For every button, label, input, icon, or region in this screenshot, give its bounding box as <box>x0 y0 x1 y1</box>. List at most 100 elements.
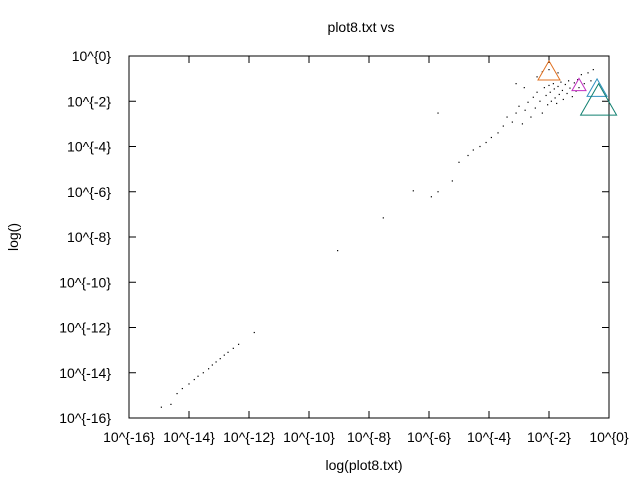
data-point <box>567 80 570 82</box>
data-point <box>541 112 543 114</box>
chart-title: plot8.txt vs <box>328 19 395 35</box>
data-points <box>160 69 594 408</box>
data-point <box>527 101 529 103</box>
plot-frame <box>128 55 610 419</box>
data-point <box>577 79 579 81</box>
data-point <box>578 87 580 89</box>
y-tick-label: 10^{-10} <box>59 274 111 290</box>
data-point <box>451 180 453 182</box>
data-point <box>569 87 571 89</box>
x-tick-label: 10^{-6} <box>407 429 451 445</box>
data-point <box>524 109 526 111</box>
data-point <box>193 378 195 381</box>
data-point <box>573 82 575 84</box>
data-point <box>223 354 225 356</box>
x-tick-label: 10^{-8} <box>347 429 391 445</box>
data-point <box>553 88 555 90</box>
data-point <box>543 87 545 89</box>
data-point <box>437 191 439 193</box>
data-point <box>548 69 550 71</box>
data-point <box>458 161 460 163</box>
y-tick-label: 10^{-16} <box>59 410 111 426</box>
data-point <box>534 107 536 109</box>
data-point <box>219 358 221 360</box>
data-point <box>227 351 229 353</box>
data-point <box>215 361 217 363</box>
data-point <box>557 72 559 74</box>
data-point <box>502 125 504 127</box>
data-point <box>521 123 524 125</box>
data-point <box>188 383 190 385</box>
triangle-marker <box>537 59 561 81</box>
data-point <box>575 90 577 92</box>
y-tick-label: 10^{-12} <box>59 320 111 336</box>
y-tick-label: 10^{0} <box>72 48 112 64</box>
data-point <box>523 87 525 89</box>
data-point <box>485 141 487 144</box>
data-point <box>557 85 559 88</box>
data-point <box>207 368 210 370</box>
data-point <box>566 92 568 95</box>
data-point <box>337 250 339 252</box>
data-point <box>564 83 566 86</box>
data-point <box>176 392 178 395</box>
data-point <box>536 76 538 78</box>
data-point <box>479 145 481 148</box>
data-point <box>515 83 517 85</box>
data-point <box>549 91 551 93</box>
data-point <box>511 121 513 123</box>
data-point <box>382 217 384 219</box>
x-tick-label: 10^{-16} <box>103 429 155 445</box>
data-point <box>253 331 255 334</box>
data-point <box>232 347 234 349</box>
data-point <box>548 84 550 87</box>
data-point <box>412 190 414 192</box>
data-point <box>170 403 172 405</box>
data-point <box>506 116 508 118</box>
data-point <box>472 149 474 151</box>
triangle-marker <box>571 77 587 92</box>
data-point <box>202 372 204 374</box>
data-point <box>530 116 532 118</box>
x-tick-label: 10^{-10} <box>283 429 335 445</box>
triangle-marker <box>579 82 618 116</box>
y-tick-label: 10^{-14} <box>59 365 111 381</box>
data-point <box>552 83 554 85</box>
x-tick-label: 10^{-2} <box>527 429 571 445</box>
data-point <box>545 94 547 97</box>
data-point <box>580 74 582 76</box>
data-point <box>539 100 541 102</box>
y-tick-label: 10^{-6} <box>67 184 111 200</box>
data-point <box>592 69 594 71</box>
data-point <box>518 105 520 107</box>
y-axis-label: log() <box>5 223 21 251</box>
data-point <box>532 96 534 98</box>
triangle-marker <box>586 77 608 97</box>
x-tick-label: 10^{-14} <box>163 429 215 445</box>
x-tick-label: 10^{-4} <box>467 429 511 445</box>
data-point <box>467 154 469 157</box>
data-point <box>571 96 573 98</box>
data-point <box>550 100 552 102</box>
data-point <box>197 375 199 377</box>
data-point <box>211 364 213 366</box>
data-point <box>554 97 556 99</box>
data-point <box>490 136 492 139</box>
triangle-markers <box>537 59 618 116</box>
data-point <box>160 406 162 408</box>
y-tick-label: 10^{-2} <box>67 93 111 109</box>
data-point <box>590 80 592 82</box>
data-point <box>562 98 564 101</box>
data-point <box>497 132 499 134</box>
data-point <box>536 91 538 93</box>
x-tick-label: 10^{-12} <box>223 429 275 445</box>
x-axis-ticks: 10^{-16} 10^{-14} 10^{-12} 10^{-10} 10^{-8} 1… <box>103 56 629 445</box>
data-point <box>181 387 183 390</box>
data-point <box>560 81 562 83</box>
data-point <box>437 112 439 114</box>
data-point <box>583 83 585 85</box>
data-point <box>515 112 517 114</box>
x-tick-label: 10^{0} <box>589 429 629 445</box>
data-point <box>587 72 589 74</box>
x-axis-label: log(plot8.txt) <box>325 457 402 473</box>
